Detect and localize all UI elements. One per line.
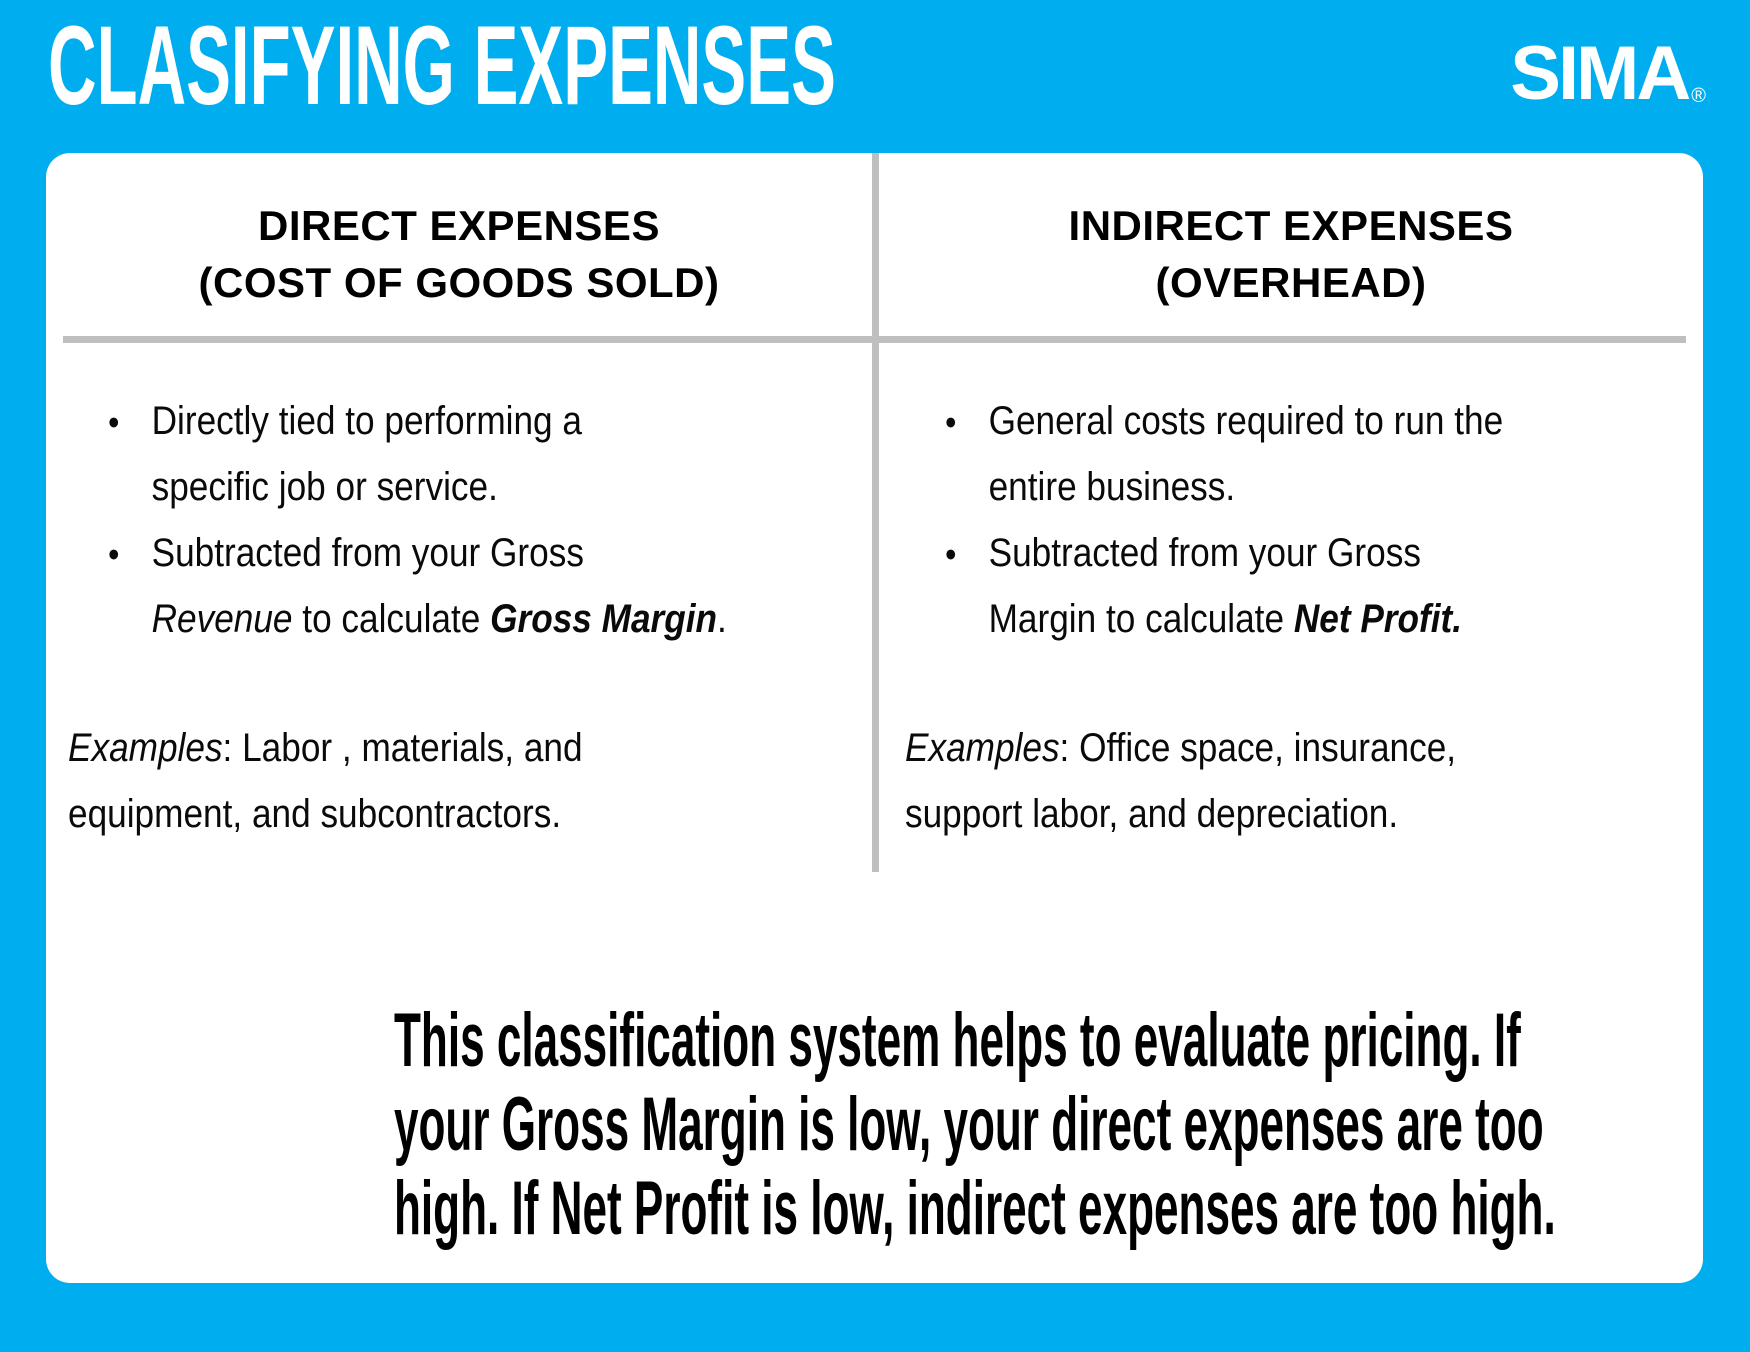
- direct-expenses-examples-text: Examples: Labor , materials, and equipmen…: [68, 726, 583, 836]
- direct-expenses-column: DIRECT EXPENSES (COST OF GOODS SOLD) Dir…: [46, 153, 872, 872]
- summary-text: This classification system helps to eval…: [393, 998, 1556, 1251]
- indirect-expenses-bullet-list: General costs required to run theentire …: [905, 388, 1607, 652]
- column-divider-line: [872, 153, 879, 872]
- registered-trademark-mark: ®: [1691, 85, 1706, 107]
- direct-expenses-header-line2: (COST OF GOODS SOLD): [198, 259, 720, 306]
- sima-logo-text: SIMA: [1510, 31, 1691, 116]
- indirect-expenses-content: General costs required to run theentire …: [905, 388, 1607, 848]
- direct-expenses-header: DIRECT EXPENSES (COST OF GOODS SOLD): [46, 197, 872, 311]
- direct-expenses-header-line1: DIRECT EXPENSES: [258, 202, 660, 249]
- bullet-item: General costs required to run theentire …: [945, 388, 1608, 520]
- page-title: CLASIFYING EXPENSES: [48, 3, 836, 128]
- indirect-expenses-header-line2: (OVERHEAD): [1155, 259, 1427, 306]
- indirect-expenses-examples-text: Examples: Office space, insurance, suppor…: [905, 726, 1457, 836]
- comparison-card: DIRECT EXPENSES (COST OF GOODS SOLD) Dir…: [46, 153, 1703, 1283]
- indirect-expenses-header: INDIRECT EXPENSES (OVERHEAD): [879, 197, 1703, 311]
- indirect-expenses-column: INDIRECT EXPENSES (OVERHEAD) General cos…: [879, 153, 1703, 872]
- sima-logo: SIMA ®: [1510, 31, 1706, 116]
- summary-line: your Gross Margin is low, your direct ex…: [393, 1082, 1544, 1167]
- summary-line: high. If Net Profit is low, indirect exp…: [393, 1166, 1556, 1251]
- indirect-expenses-header-line1: INDIRECT EXPENSES: [1068, 202, 1514, 249]
- summary-line: This classification system helps to eval…: [393, 998, 1521, 1083]
